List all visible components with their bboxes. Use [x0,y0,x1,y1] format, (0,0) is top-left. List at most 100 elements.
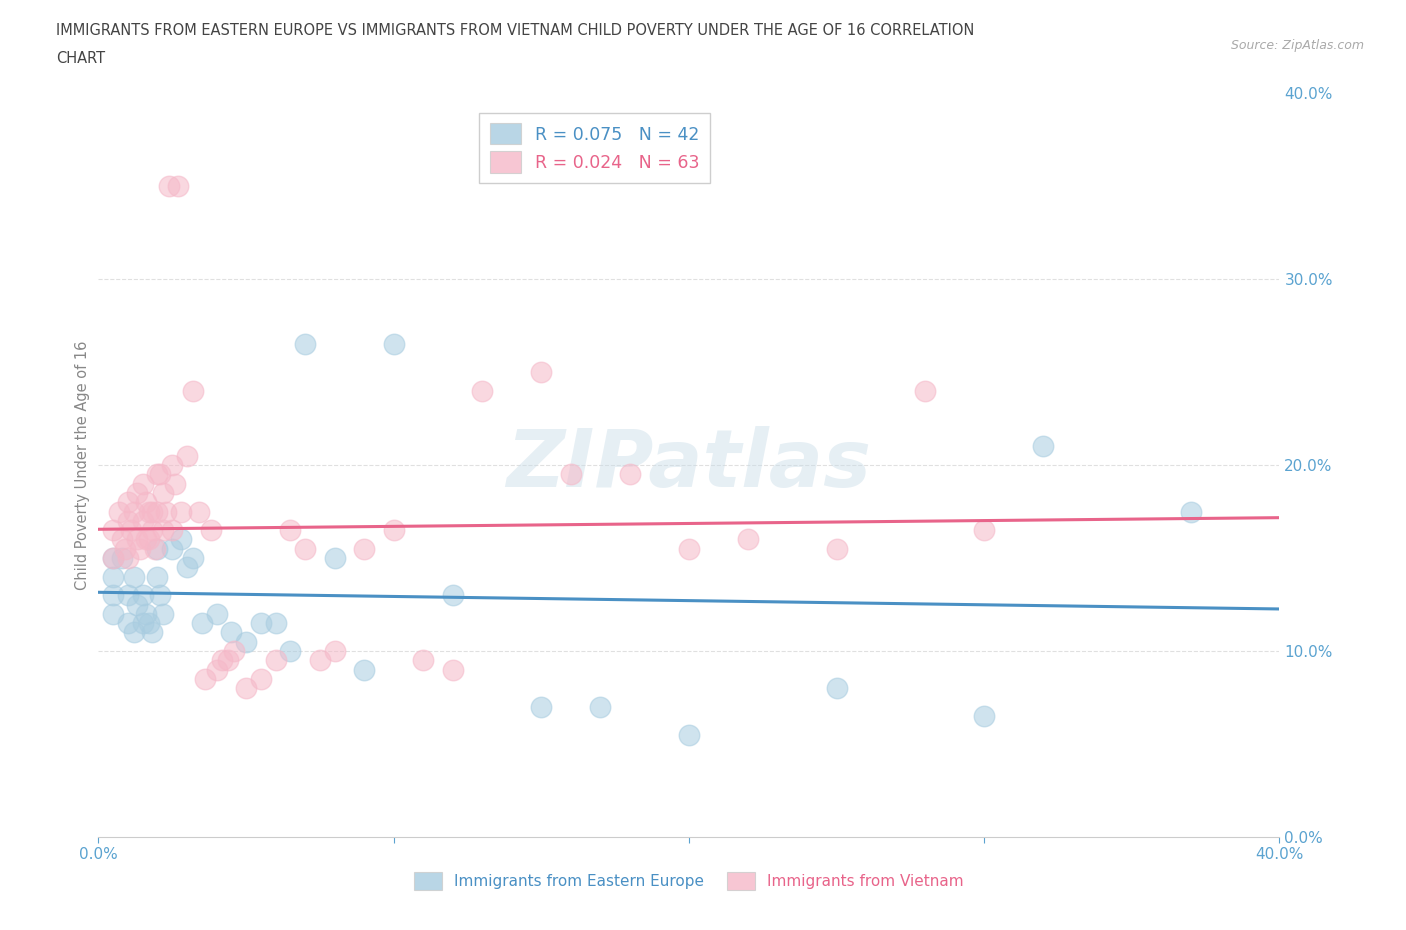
Point [181,551,204,565]
Point [108,504,131,519]
Point [187,504,209,519]
Point [135,532,157,547]
Point [117,551,139,565]
Point [120,523,142,538]
Point [103,588,125,603]
Point [103,551,125,565]
Point [530,699,553,714]
Point [825,541,848,556]
Point [162,523,183,538]
Point [138,616,160,631]
Point [146,467,169,482]
Point [103,523,125,538]
Legend: Immigrants from Eastern Europe, Immigrants from Vietnam: Immigrants from Eastern Europe, Immigran… [408,866,970,897]
Point [194,671,217,686]
Point [973,709,995,724]
Point [353,662,375,677]
Point [167,179,190,193]
Point [146,569,169,584]
Point [323,644,346,658]
Point [141,523,163,538]
Point [235,634,257,649]
Point [412,653,434,668]
Point [103,569,125,584]
Point [264,616,287,631]
Point [441,588,464,603]
Point [141,625,163,640]
Point [914,383,936,398]
Point [132,513,155,528]
Point [181,383,204,398]
Point [135,495,157,510]
Point [309,653,332,668]
Point [132,616,155,631]
Point [117,616,139,631]
Point [224,644,246,658]
Point [111,532,134,547]
Point [235,681,257,696]
Point [122,504,145,519]
Point [205,606,228,621]
Point [1032,439,1054,454]
Point [114,541,136,556]
Point [125,532,148,547]
Point [162,458,183,472]
Point [111,551,134,565]
Point [103,551,125,565]
Text: IMMIGRANTS FROM EASTERN EUROPE VS IMMIGRANTS FROM VIETNAM CHILD POVERTY UNDER TH: IMMIGRANTS FROM EASTERN EUROPE VS IMMIGR… [56,23,974,38]
Point [825,681,848,696]
Point [103,606,125,621]
Point [278,523,302,538]
Point [122,625,145,640]
Point [191,616,214,631]
Point [149,467,172,482]
Point [128,541,150,556]
Point [152,606,174,621]
Point [250,616,273,631]
Text: CHART: CHART [56,51,105,66]
Point [132,588,155,603]
Point [170,504,193,519]
Point [165,476,187,491]
Text: ZIPatlas: ZIPatlas [506,426,872,504]
Point [471,383,494,398]
Point [219,625,242,640]
Point [589,699,612,714]
Point [217,653,239,668]
Point [125,485,148,500]
Point [211,653,233,668]
Point [117,588,139,603]
Point [149,588,172,603]
Point [176,560,198,575]
Point [157,179,180,193]
Point [382,337,405,352]
Point [737,532,759,547]
Point [264,653,287,668]
Point [1180,504,1202,519]
Point [135,606,157,621]
Point [138,532,160,547]
Point [146,541,169,556]
Point [152,485,174,500]
Point [200,523,222,538]
Point [176,448,198,463]
Point [678,541,700,556]
Point [155,504,177,519]
Y-axis label: Child Poverty Under the Age of 16: Child Poverty Under the Age of 16 [75,340,90,590]
Point [205,662,228,677]
Point [560,467,582,482]
Point [141,504,163,519]
Point [619,467,641,482]
Point [162,541,183,556]
Point [441,662,464,677]
Point [353,541,375,556]
Point [323,551,346,565]
Point [294,337,316,352]
Point [143,541,166,556]
Point [117,495,139,510]
Point [146,504,169,519]
Point [125,597,148,612]
Point [132,476,155,491]
Point [117,513,139,528]
Point [278,644,302,658]
